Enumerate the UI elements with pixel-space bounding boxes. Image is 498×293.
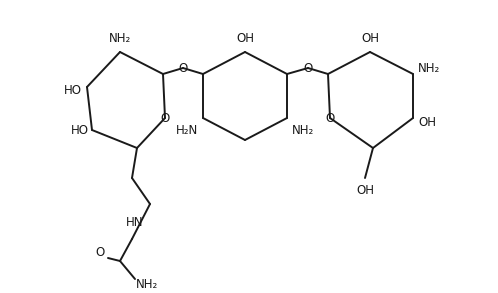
- Text: OH: OH: [236, 33, 254, 45]
- Text: OH: OH: [361, 33, 379, 45]
- Text: O: O: [96, 246, 105, 260]
- Text: OH: OH: [356, 183, 374, 197]
- Text: O: O: [178, 62, 188, 74]
- Text: HO: HO: [71, 124, 89, 137]
- Text: NH₂: NH₂: [292, 124, 314, 137]
- Text: O: O: [325, 112, 335, 125]
- Text: NH₂: NH₂: [109, 33, 131, 45]
- Text: O: O: [160, 112, 170, 125]
- Text: NH₂: NH₂: [136, 277, 158, 290]
- Text: OH: OH: [418, 117, 436, 130]
- Text: O: O: [303, 62, 313, 74]
- Text: HO: HO: [64, 84, 82, 96]
- Text: H₂N: H₂N: [176, 124, 198, 137]
- Text: HN: HN: [126, 215, 144, 229]
- Text: NH₂: NH₂: [418, 62, 440, 76]
